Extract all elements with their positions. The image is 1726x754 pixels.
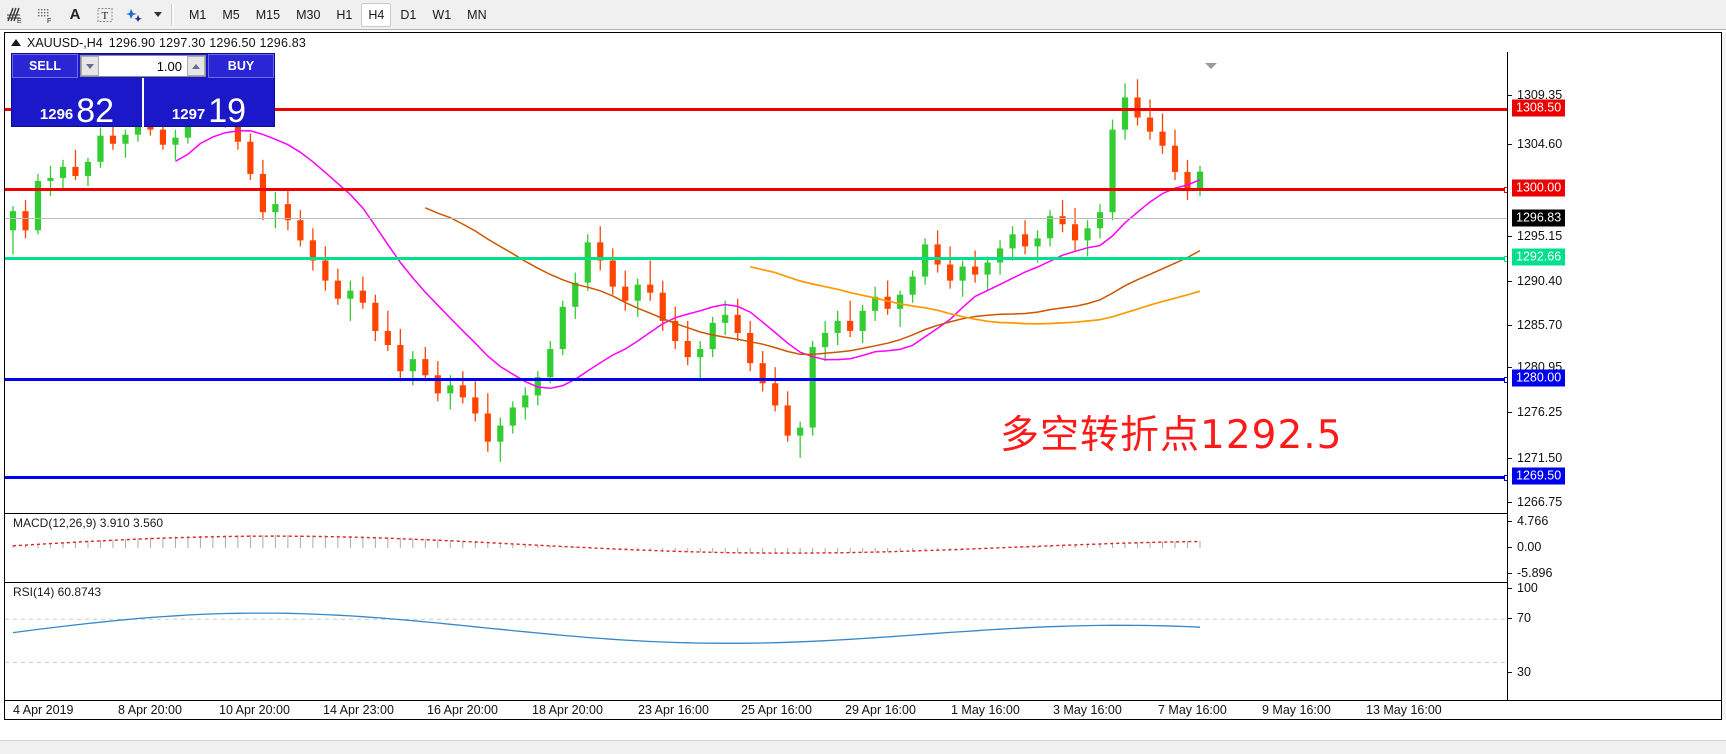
price-tick-label: 1309.35 [1508,88,1562,102]
time-tick-label: 10 Apr 20:00 [219,703,290,717]
price-line-tag-support[interactable]: 1292.66 [1512,248,1566,266]
timeframe-m15[interactable]: M15 [255,7,281,22]
timeframe-d1[interactable]: D1 [400,7,417,22]
svg-text:F: F [47,18,51,24]
timeframe-m1[interactable]: M1 [189,7,207,22]
price-line-tag-resistance[interactable]: 1308.50 [1512,99,1566,117]
price-line-tag-support[interactable]: 1269.50 [1512,467,1566,485]
price-scale[interactable]: 1309.35 1304.60 1295.15 1290.40 1285.70 1280.… [1507,52,1721,700]
svg-text:E: E [17,18,22,24]
rsi-series [5,612,1507,663]
rsi-pane[interactable]: RSI(14) 60.8743 [5,582,1507,700]
sell-price-pips: 82 [76,91,115,130]
sell-price[interactable]: 1296 82 [12,78,142,128]
volume-field[interactable]: 1.00 [80,55,206,77]
svg-text:T: T [102,10,109,22]
price-tick-label: 1295.15 [1508,229,1562,243]
symbol-label: XAUUSD-,H4 [27,35,103,50]
volume-value[interactable]: 1.00 [156,58,182,74]
macd-pane[interactable]: MACD(12,26,9) 3.910 3.560 [5,513,1507,581]
templates-grid-icon[interactable]: F [30,2,60,28]
price-tick-label: 1276.25 [1508,405,1562,419]
trade-controls-row: SELL 1.00 BUY [12,54,274,78]
price-line-support[interactable] [5,474,1510,481]
rsi-tick-label: 30 [1508,665,1531,679]
price-line-tag-resistance[interactable]: 1300.00 [1512,179,1566,197]
macd-tick-label: -5.896 [1508,566,1552,580]
buy-price-pips: 19 [208,91,247,130]
price-tick-label: 1285.70 [1508,318,1562,332]
text-tool-icon[interactable]: A [69,6,81,23]
objects-icon[interactable] [120,2,150,28]
rsi-label: RSI(14) 60.8743 [13,585,102,599]
sell-button[interactable]: SELL [12,54,78,78]
price-line-resistance[interactable] [5,108,1507,111]
timeframe-m30[interactable]: M30 [296,7,321,22]
symbol-info-bar: XAUUSD-,H4 1296.90 1297.30 1296.50 1296.… [5,33,1721,52]
rsi-tick-label: 100 [1508,581,1538,595]
indicators-icon[interactable]: E [0,2,30,28]
macd-series [12,534,1201,554]
price-tick-label: 1271.50 [1508,451,1562,465]
buy-price-big: 1297 [171,106,206,123]
collapse-triangle-icon[interactable] [11,39,21,46]
macd-label: MACD(12,26,9) 3.910 3.560 [13,516,164,530]
toolbar-separator [171,3,174,26]
volume-increase-button[interactable] [187,56,205,76]
volume-decrease-button[interactable] [81,56,99,76]
vertical-scrollbar[interactable] [1722,32,1726,720]
time-scale[interactable]: 4 Apr 2019 8 Apr 20:00 10 Apr 20:00 14 Apr … [5,700,1721,719]
time-tick-label: 1 May 16:00 [951,703,1020,717]
price-tick-label: 1304.60 [1508,137,1562,151]
timeframe-h1[interactable]: H1 [336,7,353,22]
price-pane[interactable]: 多空转折点1292.5 [5,52,1510,511]
price-line-support[interactable] [5,255,1510,262]
one-click-trading-panel[interactable]: SELL 1.00 BUY 1296 82 1297 19 [11,53,275,128]
price-line-support[interactable] [5,376,1510,383]
text-label-tool-icon[interactable]: T [90,2,120,28]
macd-tick-label: 0.00 [1508,540,1541,554]
chart-area[interactable]: XAUUSD-,H4 1296.90 1297.30 1296.50 1296.… [4,32,1722,720]
ohlc-values: 1296.90 1297.30 1296.50 1296.83 [108,35,307,50]
chart-toolbar: E F A T [0,0,1726,30]
chart-annotation-text: 多空转折点1292.5 [1000,413,1343,458]
timeframe-m5[interactable]: M5 [222,7,240,22]
objects-dropdown-arrow[interactable] [150,2,166,28]
time-tick-label: 14 Apr 23:00 [323,703,394,717]
time-tick-label: 4 Apr 2019 [13,703,74,717]
timeframe-w1[interactable]: W1 [432,7,452,22]
time-tick-label: 13 May 16:00 [1366,703,1442,717]
time-tick-label: 3 May 16:00 [1053,703,1122,717]
time-tick-label: 9 May 16:00 [1262,703,1331,717]
price-tick-label: 1266.75 [1508,495,1562,509]
price-line-resistance[interactable] [5,186,1510,193]
price-line-tag-last-price[interactable]: 1296.83 [1512,209,1566,227]
sell-price-big: 1296 [39,106,74,123]
time-tick-label: 7 May 16:00 [1158,703,1227,717]
time-tick-label: 18 Apr 20:00 [532,703,603,717]
pane-resize-handle[interactable] [1205,63,1217,69]
time-tick-label: 8 Apr 20:00 [118,703,182,717]
trade-prices-row: 1296 82 1297 19 [12,78,274,128]
timeframe-h4[interactable]: H4 [361,2,392,27]
price-tick-label: 1290.40 [1508,274,1562,288]
buy-price[interactable]: 1297 19 [142,78,274,128]
time-tick-label: 25 Apr 16:00 [741,703,812,717]
price-line-tag-support[interactable]: 1280.00 [1512,369,1566,387]
time-tick-label: 23 Apr 16:00 [638,703,709,717]
buy-button[interactable]: BUY [208,54,274,78]
horizontal-scrollbar[interactable] [0,740,1726,754]
rsi-tick-label: 70 [1508,611,1531,625]
time-tick-label: 16 Apr 20:00 [427,703,498,717]
time-tick-label: 29 Apr 16:00 [845,703,916,717]
macd-tick-label: 4.766 [1508,514,1548,528]
price-line-last-price[interactable] [5,218,1507,219]
timeframe-mn[interactable]: MN [467,7,487,22]
